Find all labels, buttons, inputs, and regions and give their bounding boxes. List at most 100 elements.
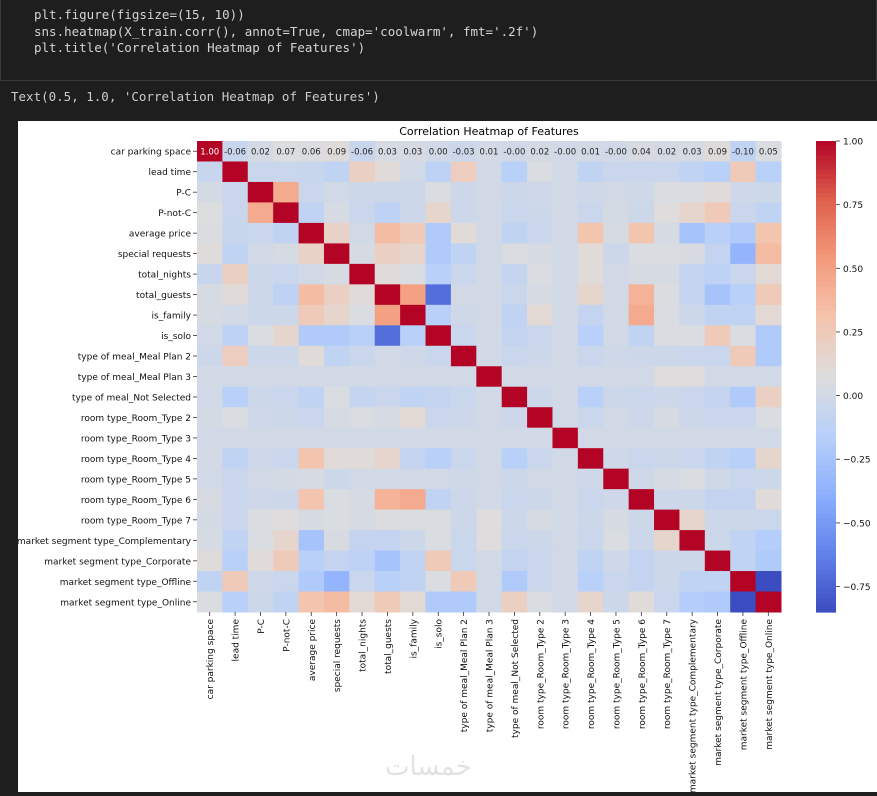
x-tick-label: is_family	[409, 618, 419, 658]
watermark-logo: خمسات	[385, 752, 472, 782]
y-tick-label: room type_Room_Type 4	[81, 455, 191, 465]
heatmap-cell	[654, 468, 680, 490]
heatmap-cell	[400, 489, 427, 511]
heatmap-cell	[425, 550, 452, 572]
heatmap-cell	[298, 407, 325, 429]
colorbar-segment	[816, 352, 836, 359]
heatmap-cell	[247, 386, 274, 408]
heatmap-cell	[755, 550, 782, 572]
heatmap-cell	[755, 202, 782, 224]
colorbar-segment	[816, 513, 836, 519]
heatmap-cell	[247, 284, 274, 306]
heatmap-cell	[654, 325, 680, 347]
heatmap-cell	[349, 325, 376, 347]
heatmap-cell	[247, 427, 274, 449]
colorbar-segment	[816, 188, 836, 194]
heatmap-cell	[654, 509, 680, 531]
heatmap-cell	[425, 181, 452, 203]
colorbar-segment	[816, 390, 836, 396]
heatmap-cell	[222, 407, 249, 429]
heatmap-cell	[476, 386, 503, 408]
heatmap-cell	[400, 263, 427, 285]
heatmap-cell	[603, 468, 630, 490]
heatmap-cell	[247, 407, 274, 429]
heatmap-cell	[552, 345, 579, 367]
y-tick-label: total_nights	[138, 271, 191, 281]
heatmap-cell	[374, 325, 401, 347]
heatmap-cell	[323, 243, 350, 265]
cell-annotation: 1.00	[200, 148, 219, 158]
heatmap-cell	[450, 427, 477, 449]
colorbar-segment	[816, 239, 836, 246]
heatmap-cell	[755, 345, 782, 367]
colorbar-segment	[816, 451, 836, 458]
colorbar-segment	[816, 593, 836, 599]
heatmap-cell	[628, 468, 655, 490]
heatmap-cell	[476, 325, 503, 347]
heatmap-cell	[400, 550, 427, 572]
heatmap-cell	[298, 141, 325, 162]
colorbar-segment	[816, 202, 836, 208]
heatmap-cell	[247, 550, 274, 572]
heatmap-cell	[577, 591, 604, 613]
code-block[interactable]: plt.figure(figsize=(15, 10)) sns.heatmap(…	[34, 7, 538, 57]
colorbar-segment	[816, 456, 836, 462]
heatmap-cell	[755, 530, 782, 552]
heatmap-cell	[501, 202, 528, 224]
heatmap-cell	[197, 243, 223, 265]
heatmap-cell	[628, 427, 655, 449]
colorbar-segment	[816, 550, 836, 557]
heatmap-cell	[349, 263, 376, 285]
colorbar-segment	[816, 465, 836, 472]
colorbar-tick-label: −0.50	[843, 519, 871, 529]
heatmap-cell	[476, 345, 503, 367]
heatmap-cell	[654, 591, 680, 613]
heatmap-cell	[679, 427, 706, 449]
colorbar-segment	[816, 564, 836, 571]
heatmap-cell	[603, 386, 630, 408]
colorbar-segment	[816, 574, 836, 580]
heatmap-cell	[273, 407, 300, 429]
colorbar-segment	[816, 583, 836, 590]
cell-annotation: 0.01	[480, 148, 499, 158]
heatmap-cell	[425, 468, 452, 490]
heatmap-cell	[577, 325, 604, 347]
code-cell-editor[interactable]: plt.figure(figsize=(15, 10)) sns.heatmap(…	[0, 0, 877, 81]
heatmap-cell	[628, 284, 655, 306]
heatmap-cell	[552, 243, 579, 265]
heatmap-cell	[425, 202, 452, 224]
heatmap-cell	[501, 427, 528, 449]
heatmap-cell	[577, 489, 604, 511]
colorbar-segment	[816, 414, 836, 420]
heatmap-cell	[654, 202, 680, 224]
heatmap-cell	[222, 427, 249, 449]
colorbar-segment	[816, 178, 836, 184]
y-tick-label: room type_Room_Type 5	[81, 475, 191, 485]
heatmap-cell	[425, 263, 452, 285]
heatmap-cell	[247, 591, 274, 613]
colorbar-tick-label: −0.75	[843, 583, 871, 593]
heatmap-cell	[400, 366, 427, 388]
heatmap-cell	[527, 325, 553, 347]
heatmap-cell	[400, 325, 427, 347]
colorbar-segment	[816, 409, 836, 415]
heatmap-cell	[730, 325, 757, 347]
heatmap-cell	[730, 448, 757, 470]
cell-annotation: 0.03	[403, 148, 422, 158]
colorbar-segment	[816, 272, 836, 279]
heatmap-cell	[298, 530, 325, 552]
x-tick-label: market segment type_Complementary	[689, 618, 699, 792]
cell-annotation: -0.03	[453, 148, 475, 158]
heatmap-cell	[247, 345, 274, 367]
colorbar-segment	[816, 447, 836, 453]
heatmap-cell	[400, 407, 427, 429]
heatmap-cell	[577, 386, 604, 408]
heatmap-cell	[704, 530, 731, 552]
heatmap-cell	[628, 571, 655, 593]
heatmap-cell	[374, 366, 401, 388]
heatmap-cell	[501, 325, 528, 347]
heatmap-cell	[577, 263, 604, 285]
heatmap-cell	[552, 448, 579, 470]
heatmap-cell	[247, 222, 274, 244]
colorbar-segment	[816, 211, 836, 217]
